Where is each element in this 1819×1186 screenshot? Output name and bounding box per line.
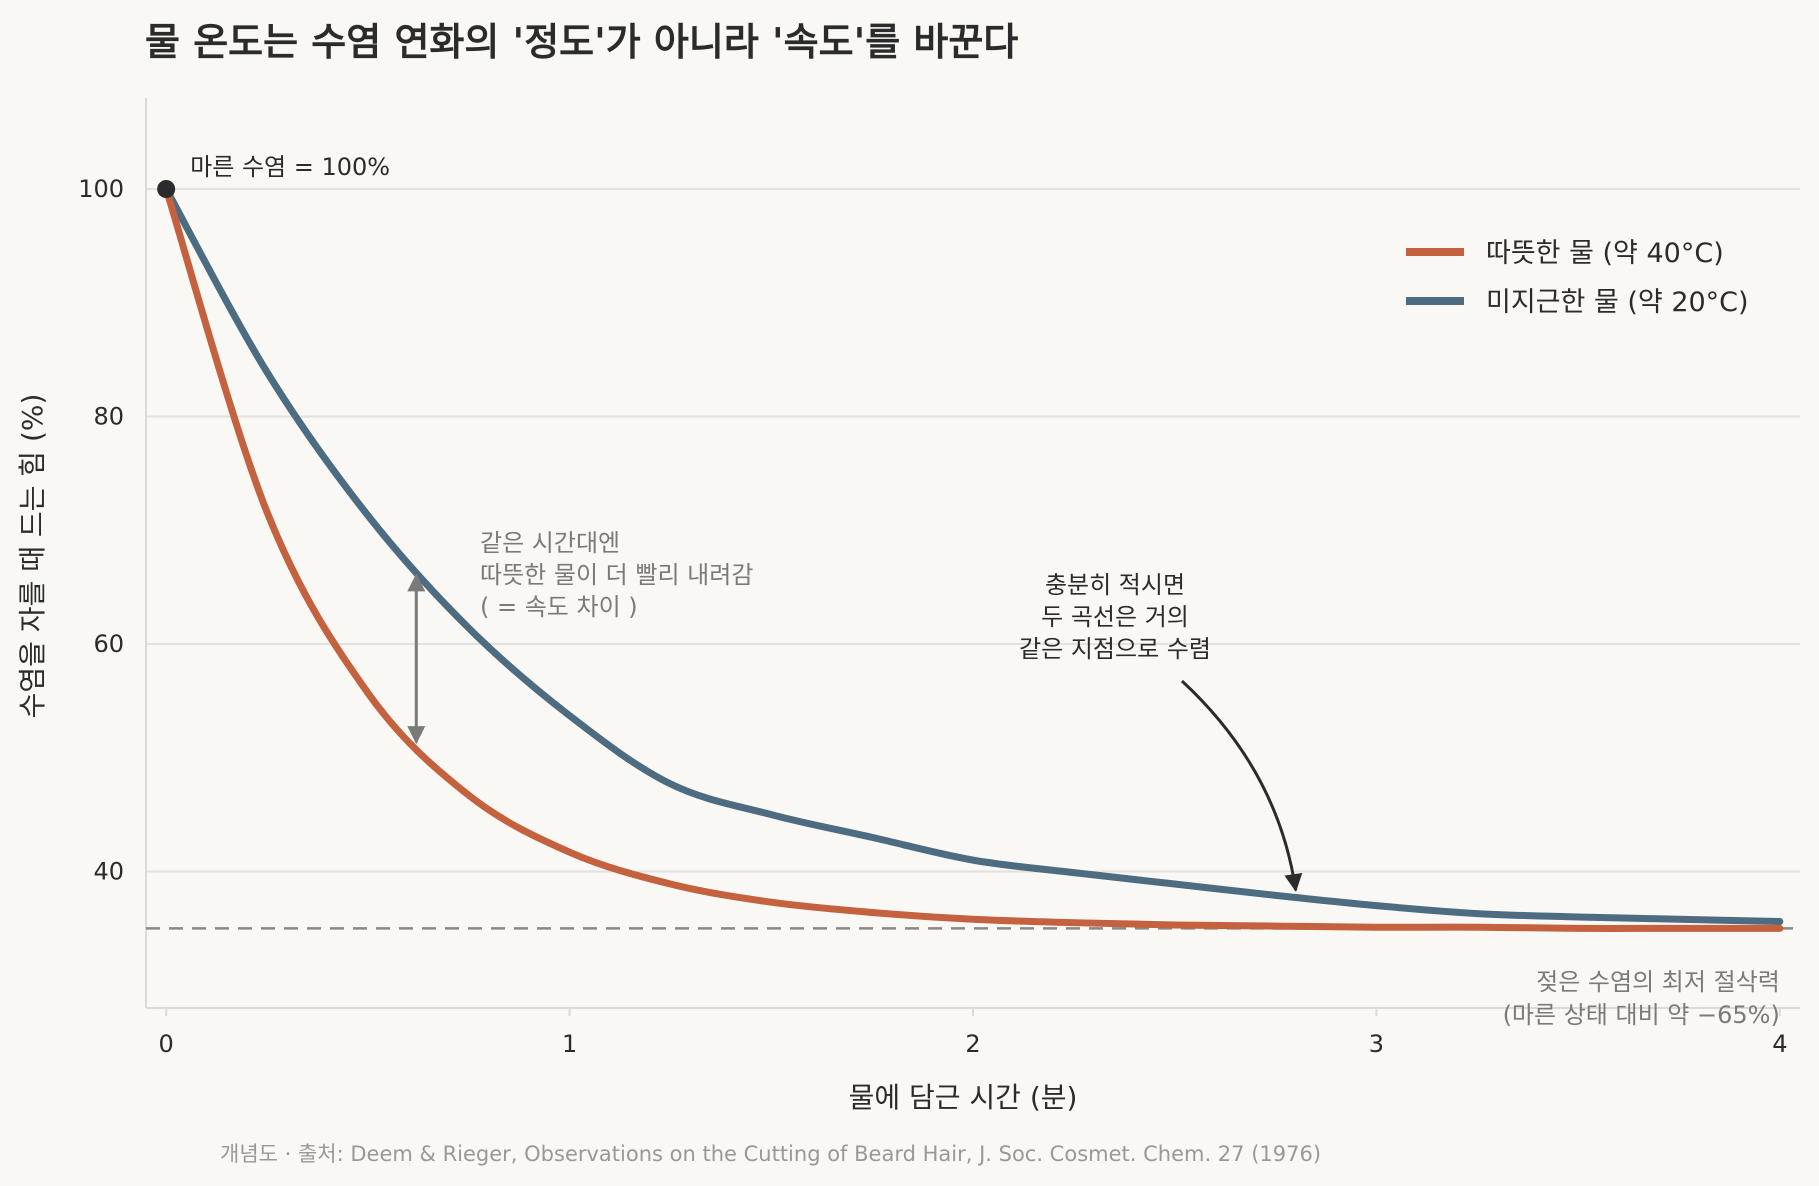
x-tick-label: 4 xyxy=(1772,1030,1787,1058)
y-tick-label: 40 xyxy=(93,858,124,886)
baseline-group: 젖은 수염의 최저 절삭력 (마른 상태 대비 약 −65%) xyxy=(146,927,1800,1029)
legend-label: 미지근한 물 (약 20°C) xyxy=(1486,287,1749,318)
x-tick-label: 1 xyxy=(562,1030,577,1058)
x-tick-label: 0 xyxy=(159,1030,174,1058)
legend-label: 따뜻한 물 (약 40°C) xyxy=(1486,238,1724,269)
series-line-warm xyxy=(162,185,1784,932)
y-tick-label: 60 xyxy=(93,630,124,658)
speed-gap-label-line: 같은 시간대엔 xyxy=(480,529,620,557)
convergence-arrow xyxy=(1180,679,1303,893)
start-point xyxy=(157,180,176,198)
start-point-label: 마른 수염 = 100% xyxy=(190,153,390,181)
convergence-label-line: 충분히 적시면 xyxy=(1045,571,1185,599)
x-tick-label: 2 xyxy=(965,1030,980,1058)
y-tick-label: 100 xyxy=(78,175,124,203)
speed-gap-label-line: 따뜻한 물이 더 빨리 내려감 xyxy=(480,561,753,589)
convergence-label-line: 같은 지점으로 수렴 xyxy=(1019,635,1211,663)
x-tick-label: 3 xyxy=(1369,1030,1384,1058)
y-axis-label: 수염을 자를 때 드는 힘 (%) xyxy=(16,394,49,719)
series-line-lukewarm xyxy=(162,185,1784,926)
x-axis-label: 물에 담근 시간 (분) xyxy=(849,1081,1078,1114)
chart-title: 물 온도는 수염 연화의 '정도'가 아니라 '속도'를 바꾼다 xyxy=(145,20,1018,64)
speed-gap-label-line: ( = 속도 차이 ) xyxy=(480,593,638,621)
baseline-label-line: 젖은 수염의 최저 절삭력 xyxy=(1536,968,1780,996)
source-footer: 개념도 · 출처: Deem & Rieger, Observations on… xyxy=(220,1142,1321,1166)
convergence-label-line: 두 곡선은 거의 xyxy=(1041,603,1189,631)
legend: 따뜻한 물 (약 40°C) 미지근한 물 (약 20°C) xyxy=(1406,238,1749,318)
y-tick-label: 80 xyxy=(93,403,124,431)
axes: 40 60 80 100 0 1 2 3 4 xyxy=(78,98,1800,1058)
series-group xyxy=(162,185,1784,932)
baseline-label-line: (마른 상태 대비 약 −65%) xyxy=(1503,1001,1780,1029)
